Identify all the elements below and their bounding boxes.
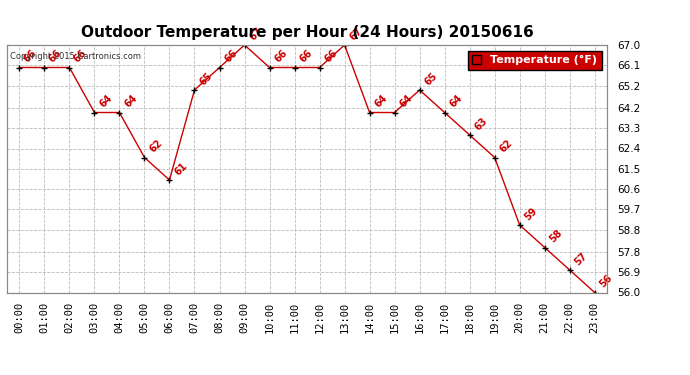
Text: 58: 58 xyxy=(547,228,564,245)
Text: 66: 66 xyxy=(47,48,63,65)
Legend: Temperature (°F): Temperature (°F) xyxy=(468,51,602,69)
Text: 66: 66 xyxy=(72,48,89,65)
Text: 64: 64 xyxy=(373,93,389,110)
Text: 62: 62 xyxy=(497,138,514,155)
Title: Outdoor Temperature per Hour (24 Hours) 20150616: Outdoor Temperature per Hour (24 Hours) … xyxy=(81,25,533,40)
Text: 66: 66 xyxy=(297,48,314,65)
Text: 62: 62 xyxy=(147,138,164,155)
Text: 66: 66 xyxy=(22,48,39,65)
Text: 64: 64 xyxy=(122,93,139,110)
Text: 66: 66 xyxy=(273,48,289,65)
Text: 64: 64 xyxy=(97,93,114,110)
Text: 66: 66 xyxy=(322,48,339,65)
Text: 56: 56 xyxy=(598,273,614,290)
Text: 65: 65 xyxy=(197,70,214,87)
Text: 66: 66 xyxy=(222,48,239,65)
Text: 64: 64 xyxy=(447,93,464,110)
Text: 67: 67 xyxy=(247,26,264,42)
Text: Copyright 2015 Cartronics.com: Copyright 2015 Cartronics.com xyxy=(10,53,141,62)
Text: 63: 63 xyxy=(473,116,489,132)
Text: 67: 67 xyxy=(347,26,364,42)
Text: 57: 57 xyxy=(573,251,589,267)
Text: 59: 59 xyxy=(522,206,539,222)
Text: 64: 64 xyxy=(397,93,414,110)
Text: 65: 65 xyxy=(422,70,439,87)
Text: 61: 61 xyxy=(172,160,189,177)
